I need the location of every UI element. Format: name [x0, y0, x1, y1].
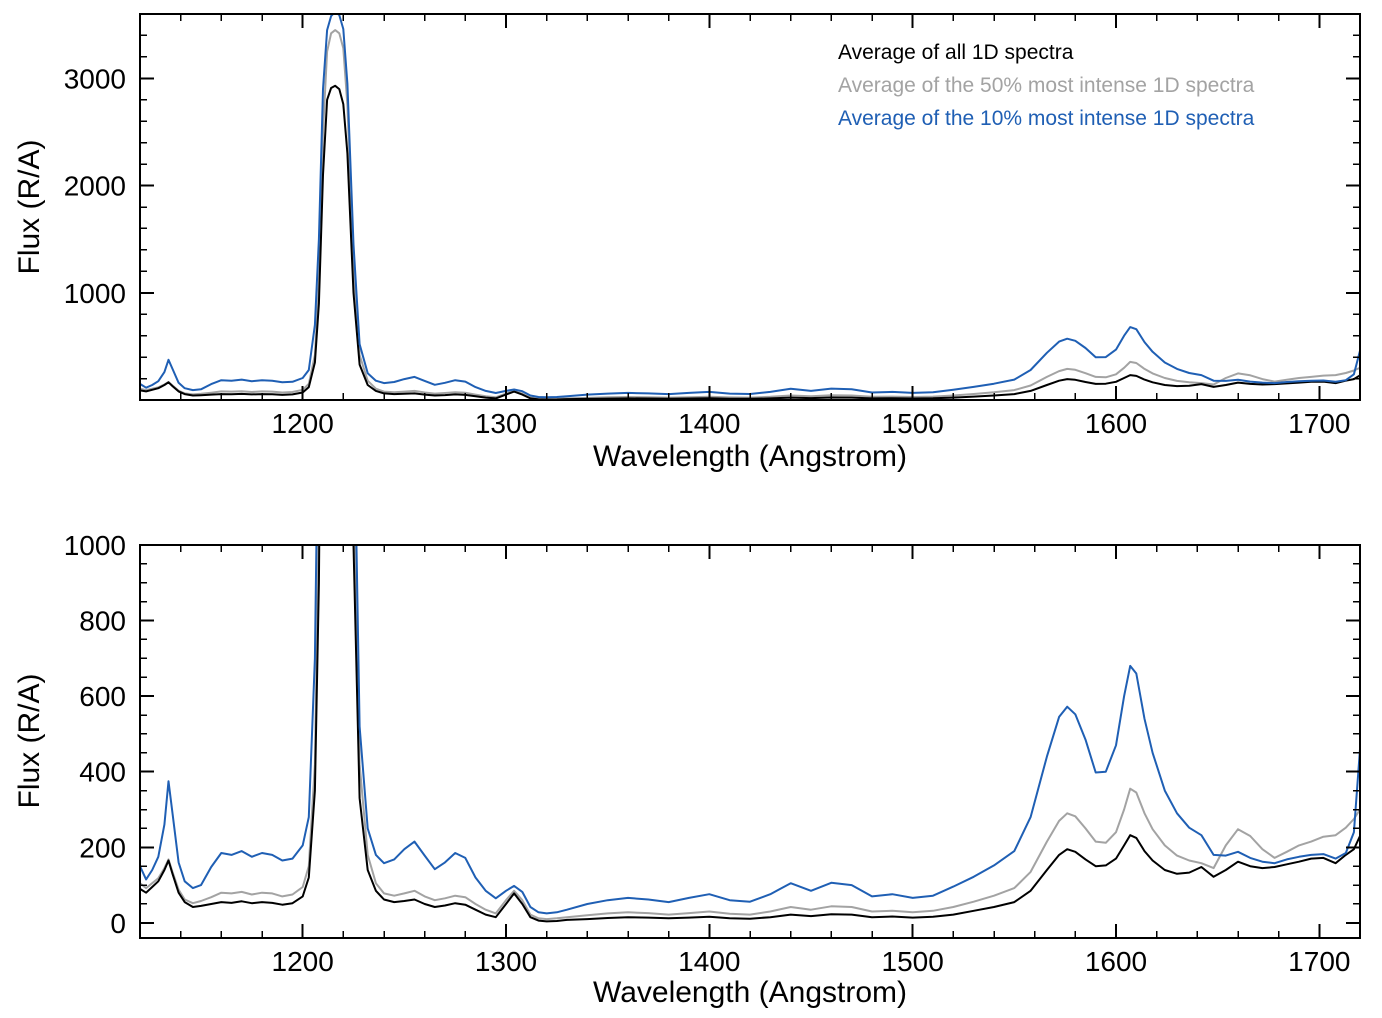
tick-label: 1200 [272, 946, 334, 977]
tick-label: 1200 [272, 408, 334, 439]
tick-label: 1400 [678, 408, 740, 439]
legend-item-all-spectra: Average of all 1D spectra [838, 41, 1074, 64]
tick-label: 1000 [64, 530, 126, 561]
bottom-panel-frame [139, 544, 1361, 939]
legend-item-10pct-spectra: Average of the 10% most intense 1D spect… [838, 107, 1255, 130]
tick-label: 1600 [1085, 946, 1147, 977]
tick-label: 1700 [1288, 946, 1350, 977]
x-axis-label-bottom: Wavelength (Angstrom) [592, 976, 908, 1009]
tick-label: 2000 [64, 171, 126, 202]
tick-label: 0 [110, 908, 126, 939]
tick-label: 3000 [64, 63, 126, 94]
tick-label: 400 [79, 757, 126, 788]
x-axis-label-top: Wavelength (Angstrom) [592, 440, 908, 473]
tick-label: 1500 [882, 946, 944, 977]
tick-label: 1400 [678, 946, 740, 977]
legend: Average of all 1D spectra Average of the… [838, 36, 1254, 135]
tick-label: 200 [79, 832, 126, 863]
series-line-2 [140, 545, 1360, 915]
tick-label: 1000 [64, 278, 126, 309]
series-line-1 [140, 545, 1360, 921]
tick-label: 1500 [882, 408, 944, 439]
legend-item-50pct-spectra: Average of the 50% most intense 1D spect… [838, 74, 1255, 97]
tick-label: 1300 [475, 408, 537, 439]
y-axis-label-bottom: Flux (R/A) [13, 673, 46, 809]
tick-label: 600 [79, 681, 126, 712]
y-axis-label-top: Flux (R/A) [13, 139, 46, 275]
series-line-0 [140, 545, 1360, 923]
tick-label: 1600 [1085, 408, 1147, 439]
tick-label: 800 [79, 606, 126, 637]
bottom-panel-series [140, 545, 1360, 923]
tick-label: 1700 [1288, 408, 1350, 439]
tick-label: 1300 [475, 946, 537, 977]
series-line-2 [140, 14, 1360, 399]
